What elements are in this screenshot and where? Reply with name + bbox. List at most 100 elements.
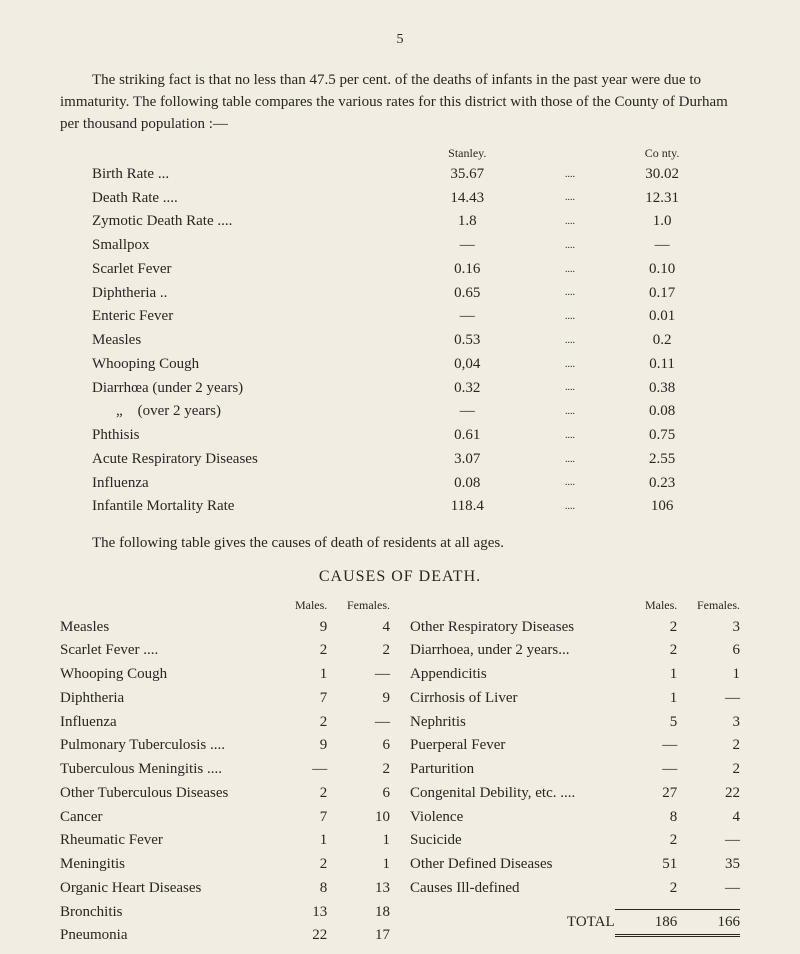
- cause-name: Meningitis: [60, 853, 265, 877]
- cause-row: Pneumonia2217: [60, 924, 390, 948]
- cause-males: 5: [615, 711, 678, 735]
- cause-row: Violence84: [410, 806, 740, 830]
- cause-females: 6: [327, 782, 390, 806]
- county-value: 0.38: [584, 377, 740, 401]
- rates-row: Death Rate ....14.43....12.31: [60, 187, 740, 211]
- county-header: Co nty.: [584, 144, 740, 163]
- cause-name: Influenza: [60, 711, 265, 735]
- rates-row: Measles0.53....0.2: [60, 329, 740, 353]
- cause-males: 1: [615, 687, 678, 711]
- cause-name: Other Defined Diseases: [410, 853, 615, 877]
- cause-row: Puerperal Fever—2: [410, 734, 740, 758]
- females-header: Females.: [677, 596, 740, 615]
- cause-name: Causes Ill-defined: [410, 877, 615, 901]
- cause-name: Scarlet Fever ....: [60, 639, 265, 663]
- total-row: TOTAL186166: [410, 909, 740, 936]
- males-header: Males.: [615, 596, 678, 615]
- rates-row: Smallpox—....—: [60, 234, 740, 258]
- total-males: 186: [615, 909, 678, 936]
- cause-females: 9: [327, 687, 390, 711]
- county-value: 1.0: [584, 210, 740, 234]
- cause-row: Other Respiratory Diseases23: [410, 616, 740, 640]
- cause-name: Other Respiratory Diseases: [410, 616, 615, 640]
- cause-females: 3: [677, 711, 740, 735]
- stanley-value: 14.43: [379, 187, 556, 211]
- cause-row: Sucicide2—: [410, 829, 740, 853]
- rate-label: Birth Rate ...: [60, 163, 379, 187]
- county-value: 0.75: [584, 424, 740, 448]
- rate-label: Whooping Cough: [60, 353, 379, 377]
- cause-males: 9: [265, 616, 328, 640]
- stanley-value: 0.16: [379, 258, 556, 282]
- county-value: 2.55: [584, 448, 740, 472]
- cause-females: 1: [327, 829, 390, 853]
- causes-table-right: Males.Females.Other Respiratory Diseases…: [410, 596, 740, 937]
- county-value: 12.31: [584, 187, 740, 211]
- cause-row: Scarlet Fever ....22: [60, 639, 390, 663]
- cause-row: Pulmonary Tuberculosis ....96: [60, 734, 390, 758]
- cause-name: Tuberculous Meningitis ....: [60, 758, 265, 782]
- cause-males: 2: [615, 877, 678, 901]
- total-label: TOTAL: [410, 909, 615, 936]
- stanley-value: 35.67: [379, 163, 556, 187]
- total-females: 166: [677, 909, 740, 936]
- stanley-value: 118.4: [379, 495, 556, 519]
- cause-row: Causes Ill-defined2—: [410, 877, 740, 901]
- rate-label: Phthisis: [60, 424, 379, 448]
- cause-name: Congenital Debility, etc. ....: [410, 782, 615, 806]
- cause-males: 13: [265, 901, 328, 925]
- stanley-value: 0.08: [379, 472, 556, 496]
- stanley-value: —: [379, 305, 556, 329]
- cause-females: 18: [327, 901, 390, 925]
- rate-label: Death Rate ....: [60, 187, 379, 211]
- cause-males: 9: [265, 734, 328, 758]
- cause-females: —: [677, 877, 740, 901]
- county-value: 0.2: [584, 329, 740, 353]
- cause-row: Tuberculous Meningitis ....—2: [60, 758, 390, 782]
- cause-females: 4: [327, 616, 390, 640]
- rates-row: Scarlet Fever0.16....0.10: [60, 258, 740, 282]
- county-value: 0.08: [584, 400, 740, 424]
- cause-name: Cirrhosis of Liver: [410, 687, 615, 711]
- cause-name: Other Tuberculous Diseases: [60, 782, 265, 806]
- cause-females: —: [327, 711, 390, 735]
- stanley-value: 0.32: [379, 377, 556, 401]
- cause-row: Other Defined Diseases5135: [410, 853, 740, 877]
- cause-males: 1: [265, 663, 328, 687]
- cause-females: —: [327, 663, 390, 687]
- cause-name: Appendicitis: [410, 663, 615, 687]
- cause-females: 13: [327, 877, 390, 901]
- cause-males: 8: [615, 806, 678, 830]
- females-header: Females.: [327, 596, 390, 615]
- cause-females: 2: [327, 639, 390, 663]
- cause-males: 2: [265, 711, 328, 735]
- rates-row: Whooping Cough0,04....0.11: [60, 353, 740, 377]
- cause-row: Diphtheria79: [60, 687, 390, 711]
- cause-name: Rheumatic Fever: [60, 829, 265, 853]
- page-number: 5: [60, 30, 740, 50]
- cause-males: 22: [265, 924, 328, 948]
- cause-name: Pulmonary Tuberculosis ....: [60, 734, 265, 758]
- rate-label: Infantile Mortality Rate: [60, 495, 379, 519]
- cause-males: 27: [615, 782, 678, 806]
- cause-males: 1: [615, 663, 678, 687]
- rate-label: Influenza: [60, 472, 379, 496]
- cause-males: 2: [615, 616, 678, 640]
- stanley-value: 0.65: [379, 282, 556, 306]
- cause-females: 1: [677, 663, 740, 687]
- cause-name: Whooping Cough: [60, 663, 265, 687]
- cause-row: Congenital Debility, etc. ....2722: [410, 782, 740, 806]
- rate-label: Scarlet Fever: [60, 258, 379, 282]
- causes-heading: CAUSES OF DEATH.: [60, 565, 740, 588]
- cause-row: Diarrhoea, under 2 years...26: [410, 639, 740, 663]
- county-value: 0.11: [584, 353, 740, 377]
- rates-row: „ (over 2 years)—....0.08: [60, 400, 740, 424]
- stanley-value: —: [379, 234, 556, 258]
- county-value: 0.17: [584, 282, 740, 306]
- cause-females: 6: [327, 734, 390, 758]
- rate-label: Diarrhœa (under 2 years): [60, 377, 379, 401]
- males-header: Males.: [265, 596, 328, 615]
- county-value: 0.23: [584, 472, 740, 496]
- rates-row: Zymotic Death Rate ....1.8....1.0: [60, 210, 740, 234]
- rates-row: Enteric Fever—....0.01: [60, 305, 740, 329]
